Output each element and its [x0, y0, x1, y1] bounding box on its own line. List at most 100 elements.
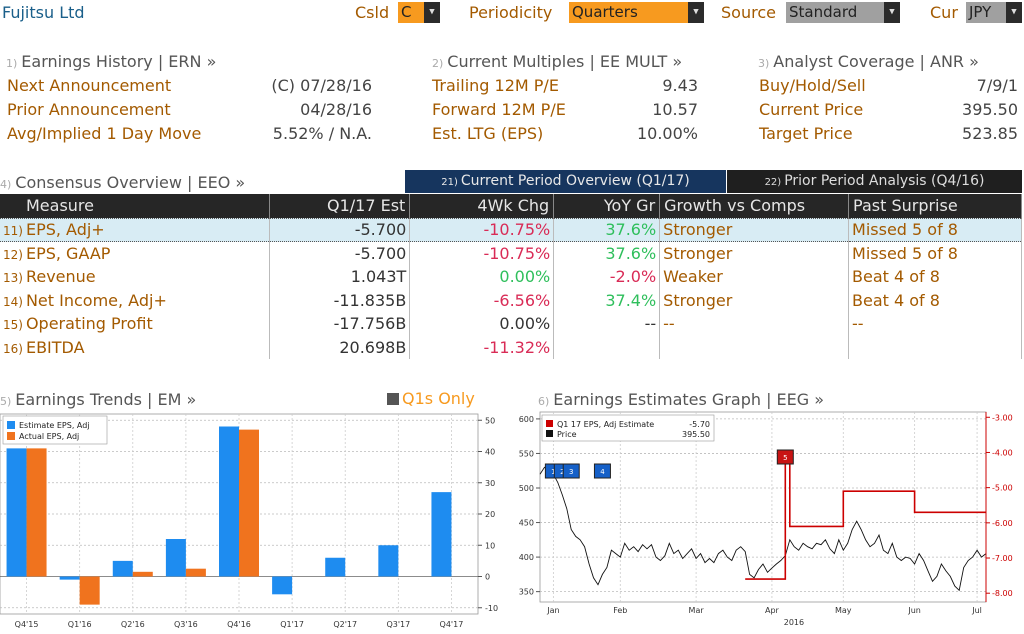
current-multiples-title[interactable]: 2) Current Multiples | EE MULT »	[432, 52, 682, 71]
eeg-legend-value: 395.50	[682, 430, 710, 439]
estimate-bar[interactable]	[325, 557, 346, 577]
periodicity-field[interactable]: Quarters	[569, 2, 688, 23]
earnings-trends-title[interactable]: 5) Earnings Trends | EM »	[0, 390, 196, 409]
eeg-legend-swatch	[546, 420, 553, 427]
table-row[interactable]: 11) EPS, Adj+ -5.700 -10.75% 37.6% Strong…	[0, 217, 1022, 242]
event-marker[interactable]: 5	[776, 449, 794, 465]
col-past-surprise[interactable]: Past Surprise	[848, 194, 1022, 218]
analyst-coverage-title[interactable]: 3) Analyst Coverage | ANR »	[758, 52, 979, 71]
tab-current-label: Current Period Overview (Q1/17)	[460, 173, 690, 189]
event-marker-box	[562, 463, 580, 479]
col-4wk-change[interactable]: 4Wk Chg	[409, 194, 555, 218]
trends-xtick-label: Q3'16	[174, 620, 198, 629]
col-measure[interactable]: Measure	[0, 194, 271, 218]
trends-xtick-label: Q2'16	[121, 620, 145, 629]
section-number: 3)	[758, 57, 770, 70]
periodicity-label: Periodicity	[469, 3, 553, 22]
checkbox-icon[interactable]	[387, 393, 399, 405]
actual-bar[interactable]	[185, 568, 206, 577]
actual-bar[interactable]	[239, 429, 259, 577]
implied-move-label: Avg/Implied 1 Day Move	[7, 124, 202, 143]
eeg-left-tick-label: 500	[519, 484, 534, 493]
comps-cell: Stronger	[659, 217, 850, 242]
earnings-trends-chart[interactable]: -10 0 10 20 30 40 50 Q4'15 Q1'16 Q2'16 Q3'16 Q4'16 Q…	[0, 410, 505, 634]
event-marker-label: 1	[551, 468, 555, 476]
estimates-graph-link[interactable]: Earnings Estimates Graph | EEG »	[553, 390, 825, 409]
actual-bar[interactable]	[26, 448, 47, 577]
actual-bar[interactable]	[79, 576, 100, 605]
surprise-cell: Beat 4 of 8	[848, 265, 1022, 289]
trends-ytick-label: 30	[485, 479, 495, 488]
estimate-bar[interactable]	[59, 576, 80, 580]
estimate-bar[interactable]	[219, 426, 239, 577]
estimate-bar[interactable]	[112, 560, 133, 577]
estimate-bar[interactable]	[6, 448, 27, 577]
table-row[interactable]: 14) Net Income, Adj+ -11.835B -6.56% 37.4…	[0, 288, 1022, 312]
prior-announcement-label: Prior Announcement	[7, 100, 171, 119]
analyst-coverage-link[interactable]: Analyst Coverage | ANR »	[773, 52, 979, 71]
event-marker[interactable]: 3	[562, 463, 580, 479]
estimate-line[interactable]	[745, 462, 986, 580]
event-marker-label: 3	[569, 468, 573, 476]
source-field[interactable]: Standard	[786, 2, 884, 23]
col-estimate[interactable]: Q1/17 Est	[269, 194, 411, 218]
tab-number: 22)	[764, 177, 782, 188]
estimates-graph-title[interactable]: 6) Earnings Estimates Graph | EEG »	[538, 390, 824, 409]
trends-xtick-label: Q4'17	[440, 620, 464, 629]
eeg-xtick-label: Jul	[971, 606, 982, 615]
estimate-cell: -11.835B	[269, 288, 411, 312]
estimate-bar[interactable]	[272, 576, 293, 595]
tab-current-period[interactable]: 21) Current Period Overview (Q1/17)	[405, 170, 726, 193]
measure-cell: 16) EBITDA	[0, 335, 271, 359]
estimate-bar[interactable]	[431, 492, 452, 577]
estimates-graph-chart[interactable]: 1 2 3 4 5 350 400 450 500 550 600 -8.00 -7.00 -6.00 -…	[510, 410, 1024, 634]
change-cell: 0.00%	[409, 265, 555, 289]
trends-ytick-label: 10	[485, 541, 495, 550]
q1s-only-toggle[interactable]: Q1s Only	[387, 389, 475, 408]
next-announcement-label: Next Announcement	[7, 76, 172, 95]
estimate-bar[interactable]	[165, 539, 186, 577]
current-multiples-link[interactable]: Current Multiples | EE MULT »	[447, 52, 683, 71]
estimate-bar[interactable]	[378, 545, 399, 577]
csld-field[interactable]: C	[398, 2, 424, 23]
measure-label: Operating Profit	[25, 314, 153, 334]
csld-dropdown-icon[interactable]: ▼	[424, 2, 440, 23]
periodicity-dropdown-icon[interactable]: ▼	[688, 2, 704, 23]
source-label: Source	[721, 3, 776, 22]
col-yoy-growth[interactable]: YoY Gr	[553, 194, 661, 218]
forward-pe-label: Forward 12M P/E	[432, 100, 566, 119]
trends-legend-box	[2, 415, 108, 445]
table-row[interactable]: 15) Operating Profit -17.756B 0.00% -- --…	[0, 312, 1022, 336]
surprise-cell: --	[848, 312, 1022, 336]
event-marker[interactable]: 4	[593, 463, 611, 479]
tab-prior-period[interactable]: 22) Prior Period Analysis (Q4/16)	[727, 170, 1022, 193]
measure-label: EPS, Adj+	[25, 220, 105, 240]
trends-xtick-label: Q4'16	[227, 620, 251, 629]
table-header-row: Measure Q1/17 Est 4Wk Chg YoY Gr Growth …	[0, 194, 1022, 218]
table-row[interactable]: 13) Revenue 1.043T 0.00% -2.0% Weaker Bea…	[0, 265, 1022, 289]
table-row[interactable]: 12) EPS, GAAP -5.700 -10.75% 37.6% Strong…	[0, 241, 1022, 265]
trends-ytick-label: -10	[485, 604, 498, 613]
trends-xtick-label: Q1'17	[280, 620, 304, 629]
surprise-cell: Missed 5 of 8	[848, 217, 1022, 242]
eeg-right-tick-label: -8.00	[992, 589, 1013, 598]
consensus-overview-link[interactable]: Consensus Overview | EEO »	[15, 173, 246, 192]
yoy-cell: --	[553, 312, 661, 336]
col-growth-vs-comps[interactable]: Growth vs Comps	[659, 194, 850, 218]
earnings-history-link[interactable]: Earnings History | ERN »	[21, 52, 217, 71]
earnings-history-title[interactable]: 1) Earnings History | ERN »	[6, 52, 216, 71]
table-row[interactable]: 16) EBITDA 20.698B -11.32%	[0, 335, 1022, 359]
currency-field[interactable]: JPY	[966, 2, 1006, 23]
price-line[interactable]	[539, 466, 987, 592]
measure-cell: 14) Net Income, Adj+	[0, 288, 271, 312]
consensus-overview-title[interactable]: 4) Consensus Overview | EEO »	[0, 173, 245, 192]
earnings-trends-link[interactable]: Earnings Trends | EM »	[15, 390, 197, 409]
currency-dropdown-icon[interactable]: ▼	[1006, 2, 1022, 23]
yoy-cell: -2.0%	[553, 265, 661, 289]
actual-bar[interactable]	[132, 571, 153, 577]
security-title[interactable]: Fujitsu Ltd	[2, 3, 85, 22]
event-marker-label: 4	[600, 468, 605, 476]
source-dropdown-icon[interactable]: ▼	[884, 2, 900, 23]
eeg-lines: 1 2 3 4 5	[539, 449, 987, 592]
event-marker-label: 5	[783, 454, 787, 462]
